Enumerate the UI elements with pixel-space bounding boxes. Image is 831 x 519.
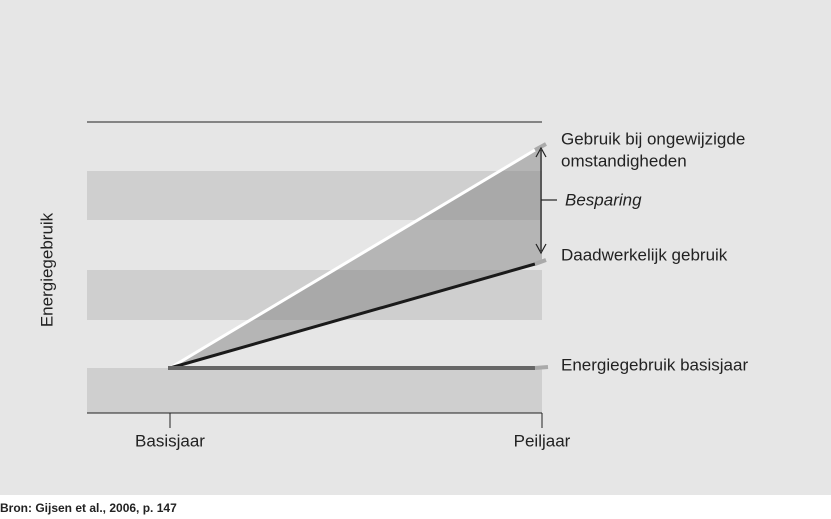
actual-line — [169, 262, 536, 370]
line-label: omstandigheden — [561, 151, 687, 170]
arrow-head — [535, 146, 547, 158]
band — [87, 270, 542, 320]
unchanged-line — [169, 148, 536, 370]
x-label: Basisjaar — [135, 431, 205, 450]
footer-background — [0, 495, 831, 519]
band — [87, 368, 542, 413]
source: Bron: Gijsen et al., 2006, p. 147 — [0, 501, 177, 515]
line-label: Energiegebruik basisjaar — [561, 355, 748, 374]
line-label: Daadwerkelijk gebruik — [561, 245, 728, 264]
line-cap — [534, 142, 547, 152]
arrow-head — [535, 243, 547, 255]
line-cap — [534, 365, 549, 370]
line-label: Gebruik bij ongewijzigde — [561, 129, 745, 148]
band — [87, 171, 542, 220]
y-axis-label: Energiegebruik — [37, 212, 56, 327]
line-cap — [534, 258, 547, 266]
x-label: Peiljaar — [514, 431, 571, 450]
annotation: Besparing — [565, 190, 642, 209]
